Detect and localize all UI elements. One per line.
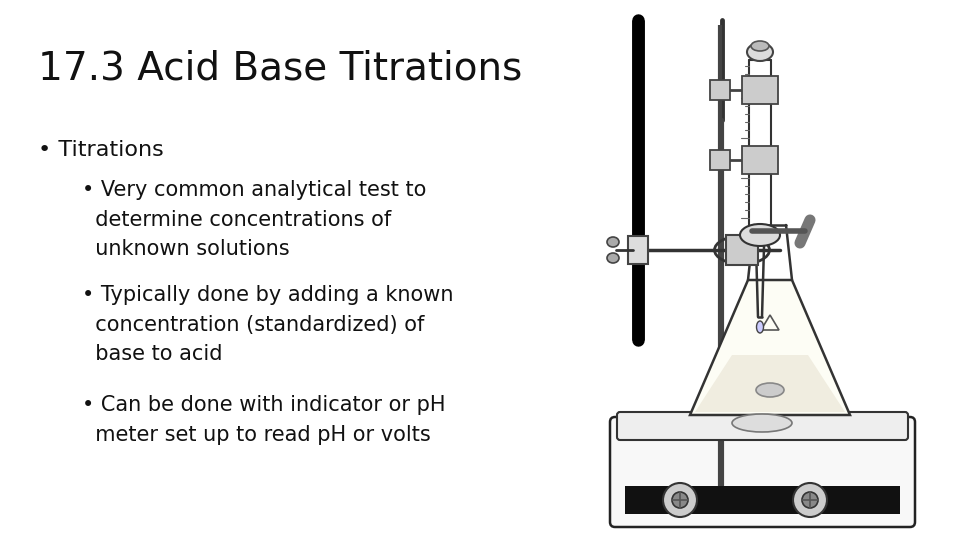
Bar [710, 80, 730, 100]
Bar [625, 486, 900, 514]
Text: 17.3 Acid Base Titrations: 17.3 Acid Base Titrations [38, 50, 522, 88]
Ellipse shape [672, 492, 688, 508]
Ellipse shape [793, 483, 827, 517]
Text: • Typically done by adding a known
  concentration (standardized) of
  base to a: • Typically done by adding a known conce… [82, 285, 453, 364]
Ellipse shape [663, 483, 697, 517]
Ellipse shape [756, 383, 784, 397]
Bar [726, 235, 758, 265]
Ellipse shape [607, 237, 619, 247]
Bar [742, 146, 778, 174]
Text: • Titrations: • Titrations [38, 140, 164, 160]
FancyBboxPatch shape [617, 412, 908, 440]
Ellipse shape [802, 492, 818, 508]
Polygon shape [690, 280, 850, 415]
Ellipse shape [756, 321, 763, 333]
Ellipse shape [732, 414, 792, 432]
Text: • Can be done with indicator or pH
  meter set up to read pH or volts: • Can be done with indicator or pH meter… [82, 395, 445, 444]
Polygon shape [695, 355, 845, 412]
Bar [710, 150, 730, 170]
Ellipse shape [751, 41, 769, 51]
Ellipse shape [607, 253, 619, 263]
Ellipse shape [740, 224, 780, 246]
Text: • Very common analytical test to
  determine concentrations of
  unknown solutio: • Very common analytical test to determi… [82, 180, 426, 259]
Ellipse shape [747, 43, 773, 61]
FancyBboxPatch shape [610, 417, 915, 527]
Bar [628, 236, 648, 264]
Bar [742, 76, 778, 104]
